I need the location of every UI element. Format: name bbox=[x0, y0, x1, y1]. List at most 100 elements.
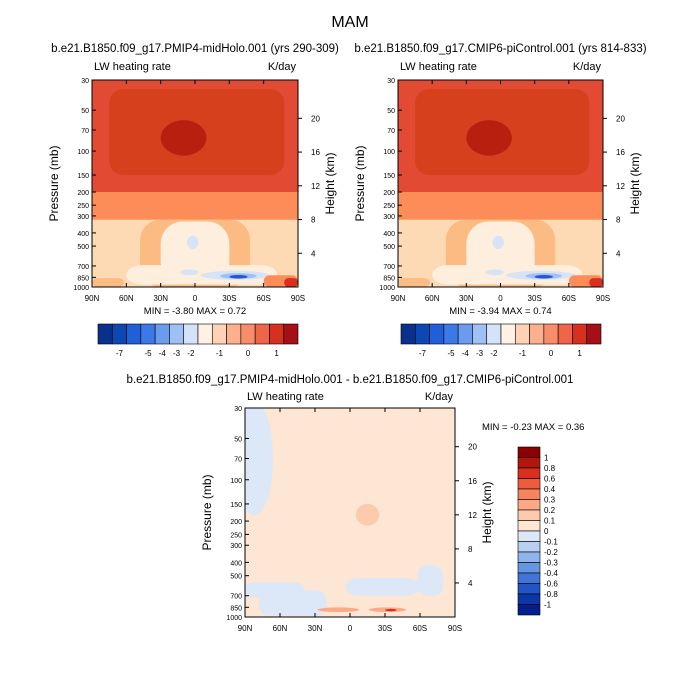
y2-tick-label: 16 bbox=[311, 148, 320, 157]
colorbar-box bbox=[211, 323, 227, 345]
x-tick-label: 60N bbox=[119, 294, 134, 303]
y2-tick-label: 12 bbox=[311, 182, 320, 191]
y-tick-label: 30 bbox=[234, 406, 242, 413]
colorbar-label: 1 bbox=[544, 454, 549, 463]
colorbar-label: -1 bbox=[544, 601, 552, 610]
colorbar-box bbox=[517, 593, 541, 605]
colorbar-box bbox=[486, 323, 502, 345]
colorbar-box bbox=[514, 323, 530, 345]
panel-right: b.e21.B1850.f09_g17.CMIP6-piControl.001 … bbox=[353, 43, 647, 358]
x-tick-label: 90N bbox=[238, 624, 253, 633]
x-tick-label: 60S bbox=[413, 624, 427, 633]
colorbar-box bbox=[517, 551, 541, 563]
y2-axis-title: Height (km) bbox=[628, 152, 642, 214]
x-tick-label: 30S bbox=[528, 294, 542, 303]
panel-left: b.e21.B1850.f09_g17.PMIP4-midHolo.001 (y… bbox=[47, 43, 339, 358]
colorbar-label: 0 bbox=[246, 349, 251, 358]
field-max-core bbox=[160, 120, 207, 156]
min-max-label: MIN = -0.23 MAX = 0.36 bbox=[482, 422, 584, 433]
y2-tick-label: 20 bbox=[468, 443, 477, 452]
colorbar-box bbox=[517, 520, 541, 532]
colorbar-label: -0.6 bbox=[544, 580, 558, 589]
field-low-blue-small bbox=[180, 269, 199, 276]
colorbar-label: 0.3 bbox=[544, 496, 556, 505]
x-tick-label: 30S bbox=[222, 294, 236, 303]
field-max-core bbox=[466, 120, 512, 156]
y-tick-label: 30 bbox=[387, 78, 395, 85]
colorbar-box bbox=[472, 323, 488, 345]
x-tick-label: 0 bbox=[193, 294, 198, 303]
y2-tick-label: 20 bbox=[616, 114, 625, 123]
y-tick-label: 850 bbox=[383, 275, 395, 282]
x-tick-label: 60N bbox=[425, 294, 440, 303]
y-tick-label: 50 bbox=[81, 108, 89, 115]
diff-mid-blue-right bbox=[417, 565, 444, 596]
colorbar-label: -0.3 bbox=[544, 559, 558, 568]
variable-label: LW heating rate bbox=[247, 391, 324, 403]
y-tick-label: 300 bbox=[77, 214, 89, 221]
colorbar-label: -7 bbox=[116, 349, 124, 358]
y2-axis-title: Height (km) bbox=[323, 152, 337, 214]
field-sfc-south-core bbox=[589, 278, 603, 287]
variable-label: LW heating rate bbox=[94, 61, 171, 73]
colorbar-label: -2 bbox=[187, 349, 195, 358]
y-tick-label: 1000 bbox=[226, 615, 242, 622]
colorbar-label: -1 bbox=[519, 349, 527, 358]
x-tick-label: 90N bbox=[85, 294, 100, 303]
y2-tick-label: 8 bbox=[616, 216, 621, 225]
units-label: K/day bbox=[425, 391, 454, 403]
colorbar: 10.8 0.60.4 0.30.2 0.10 -0.1-0.2 -0.3-0.4 -0.6… bbox=[517, 446, 558, 616]
y-tick-label: 500 bbox=[77, 244, 89, 251]
colorbar-box bbox=[517, 572, 541, 584]
y-tick-label: 50 bbox=[387, 108, 395, 115]
y2-tick-label: 4 bbox=[616, 249, 621, 258]
y-tick-label: 100 bbox=[383, 149, 395, 156]
colorbar-box bbox=[572, 323, 588, 345]
y2-tick-label: 20 bbox=[311, 114, 320, 123]
contour-field bbox=[245, 408, 455, 617]
x-tick-label: 90S bbox=[291, 294, 305, 303]
diff-polar-blue bbox=[245, 408, 273, 516]
x-tick-label: 90N bbox=[391, 294, 406, 303]
colorbar-label: 0 bbox=[544, 527, 549, 536]
colorbar-box bbox=[517, 541, 541, 553]
colorbar-box bbox=[517, 446, 541, 458]
min-max-label: MIN = -3.94 MAX = 0.74 bbox=[449, 306, 551, 317]
diff-upper-warm bbox=[355, 503, 380, 526]
diff-low-warm-a bbox=[317, 607, 360, 613]
colorbar-label: 1 bbox=[274, 349, 279, 358]
colorbar-label: -0.1 bbox=[544, 538, 558, 547]
colorbar-label: -7 bbox=[419, 349, 427, 358]
y-tick-label: 200 bbox=[383, 190, 395, 197]
colorbar-box bbox=[111, 323, 127, 345]
x-tick-label: 30N bbox=[308, 624, 323, 633]
colorbar-label: -4 bbox=[462, 349, 470, 358]
x-tick-label: 0 bbox=[498, 294, 503, 303]
y-tick-label: 500 bbox=[230, 574, 242, 581]
colorbar: -7 -5 -4 -3 -2 -1 0 1 bbox=[400, 323, 602, 358]
y-tick-label: 250 bbox=[77, 203, 89, 210]
field-low-blue-core bbox=[534, 274, 553, 279]
colorbar-box bbox=[517, 499, 541, 511]
y-tick-label: 30 bbox=[81, 78, 89, 85]
colorbar-box bbox=[283, 323, 299, 345]
y-tick-label: 400 bbox=[230, 560, 242, 567]
y-tick-label: 1000 bbox=[73, 285, 89, 292]
y-tick-label: 400 bbox=[77, 231, 89, 238]
colorbar-box bbox=[443, 323, 459, 345]
y2-tick-label: 16 bbox=[616, 148, 625, 157]
x-tick-label: 30S bbox=[378, 624, 392, 633]
y-axis-title: Pressure (mb) bbox=[200, 474, 214, 550]
y-tick-label: 70 bbox=[81, 128, 89, 135]
colorbar-box bbox=[140, 323, 156, 345]
colorbar-label: -0.2 bbox=[544, 548, 558, 557]
colorbar-box bbox=[240, 323, 256, 345]
colorbar-box bbox=[183, 323, 199, 345]
y2-tick-label: 8 bbox=[311, 216, 316, 225]
x-tick-label: 60N bbox=[273, 624, 288, 633]
y-tick-label: 200 bbox=[77, 190, 89, 197]
colorbar: -7 -5 -4 -3 -2 -1 0 1 bbox=[97, 323, 299, 358]
y-tick-label: 850 bbox=[230, 605, 242, 612]
colorbar-box bbox=[586, 323, 602, 345]
